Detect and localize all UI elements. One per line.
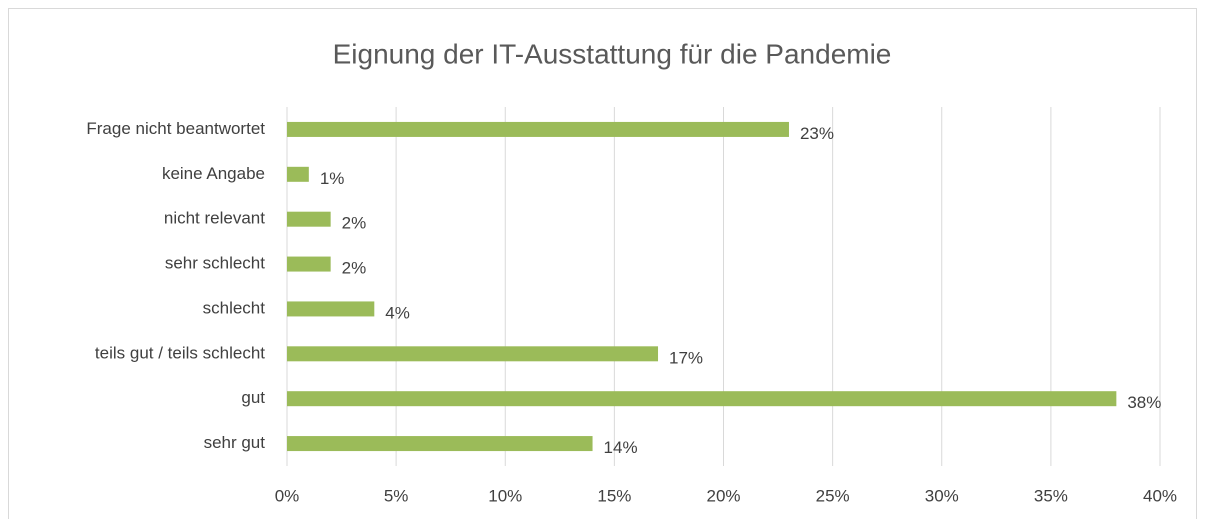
y-tick-label: teils gut / teils schlecht [95, 343, 265, 362]
value-label: 38% [1127, 393, 1161, 412]
chart-title: Eignung der IT-Ausstattung für die Pande… [333, 38, 892, 69]
x-tick-label: 25% [816, 486, 850, 505]
x-tick-label: 20% [706, 486, 740, 505]
bar [287, 211, 331, 227]
bar [287, 121, 789, 137]
y-tick-label: schlecht [203, 298, 266, 317]
bar [287, 166, 309, 182]
chart-frame [8, 8, 1197, 519]
y-tick-label: nicht relevant [164, 209, 265, 228]
x-tick-label: 15% [597, 486, 631, 505]
value-label: 23% [800, 124, 834, 143]
value-label: 1% [320, 169, 345, 188]
value-label: 4% [385, 303, 410, 322]
value-label: 14% [604, 438, 638, 457]
bar [287, 436, 593, 452]
bar [287, 256, 331, 272]
x-tick-label: 0% [275, 486, 300, 505]
x-tick-label: 10% [488, 486, 522, 505]
bar [287, 391, 1117, 407]
y-tick-label: sehr gut [204, 433, 266, 452]
y-tick-label: Frage nicht beantwortet [86, 119, 265, 138]
x-tick-label: 30% [925, 486, 959, 505]
value-label: 17% [669, 348, 703, 367]
value-label: 2% [342, 259, 367, 278]
y-tick-label: keine Angabe [162, 164, 265, 183]
bar [287, 346, 659, 362]
x-tick-label: 40% [1143, 486, 1177, 505]
x-tick-label: 5% [384, 486, 409, 505]
y-tick-label: sehr schlecht [165, 254, 265, 273]
x-tick-label: 35% [1034, 486, 1068, 505]
value-label: 2% [342, 214, 367, 233]
bar [287, 301, 375, 317]
y-tick-label: gut [241, 388, 265, 407]
